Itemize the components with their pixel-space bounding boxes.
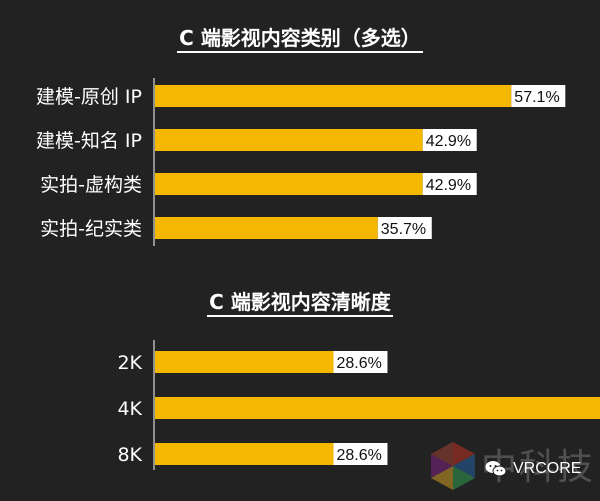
data-label-box <box>511 85 566 107</box>
watermark: 中科技 VRCORE <box>425 436 600 501</box>
chart-1-marks: 建模-原创 IP 57.1% 建模-知名 IP 42.9% 实拍-虚构类 42.9% 实拍-… <box>36 85 566 240</box>
category-label: 2K <box>117 352 142 374</box>
data-label-box <box>377 217 432 239</box>
wechat-icon <box>485 461 507 477</box>
chart-title-text: C 端影视内容清晰度 <box>207 290 393 317</box>
bar <box>155 217 378 239</box>
chart-title-text: C 端影视内容类别（多选） <box>177 26 423 53</box>
bar <box>155 443 334 465</box>
data-label: 57.1% <box>514 89 559 106</box>
watermark-badge: VRCORE <box>485 460 581 478</box>
data-label: 28.6% <box>336 355 381 372</box>
category-label: 建模-知名 IP <box>36 130 142 152</box>
bar <box>155 173 423 195</box>
category-label: 实拍-纪实类 <box>40 218 142 240</box>
bar <box>155 351 334 373</box>
category-label: 建模-原创 IP <box>36 86 142 108</box>
data-label: 42.9% <box>426 177 471 194</box>
bar <box>155 129 423 151</box>
category-label: 8K <box>117 444 142 466</box>
bar <box>155 85 512 107</box>
bar <box>155 397 600 419</box>
data-label: 42.9% <box>426 133 471 150</box>
data-label: 28.6% <box>336 447 381 464</box>
chart-title-content-category: C 端影视内容类别（多选） <box>0 26 600 53</box>
data-label-box <box>333 351 388 373</box>
account-name: VRCORE <box>513 460 582 477</box>
data-label-box <box>422 173 477 195</box>
logo-icon <box>431 442 475 490</box>
chart-title-resolution: C 端影视内容清晰度 <box>0 290 600 317</box>
category-label: 4K <box>117 398 142 420</box>
data-label-box <box>333 443 388 465</box>
category-label: 实拍-虚构类 <box>40 174 142 196</box>
data-label: 35.7% <box>381 221 426 238</box>
data-label-box <box>422 129 477 151</box>
